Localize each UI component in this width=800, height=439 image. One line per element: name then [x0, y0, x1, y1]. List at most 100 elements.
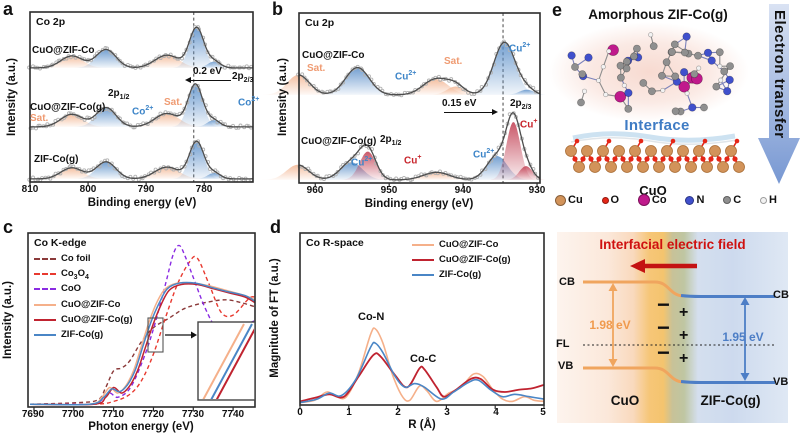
panel-letter-d: d — [270, 217, 281, 237]
atom-legend: Cu O Co N C H — [555, 194, 777, 206]
y-axis-label: Intensity (a.u.) — [2, 281, 14, 359]
panel-a-plot-svg — [27, 11, 254, 186]
n-atom-icon — [685, 195, 695, 205]
minus-charge: − — [657, 340, 670, 365]
vb-right-label: VB — [773, 376, 789, 388]
bandgap-cuo-label: 1.98 eV — [589, 318, 631, 332]
legend-swatch — [412, 244, 434, 246]
peak-2p23-label: 2p2/3 — [510, 98, 532, 111]
minus-charge: − — [657, 315, 670, 340]
cb-right-label: CB — [773, 289, 789, 301]
panel-b-plot-svg — [262, 12, 545, 187]
peak-2p23-label: 2p2/3 — [232, 71, 254, 84]
material-zif-label: ZIF-Co(g) — [700, 393, 761, 408]
x-tick: 7740 — [221, 409, 245, 420]
atom-legend-item: Cu — [555, 194, 583, 206]
cu2-label: Cu2+ — [473, 148, 495, 161]
panel-e: e Amorphous ZIF-Co(g) Interface CuO Cu O… — [545, 0, 800, 439]
shift-label: 0.2 eV — [193, 66, 222, 77]
x-tick: 2 — [395, 407, 401, 418]
shift-arrow-head-right — [492, 109, 498, 115]
y-axis-label: Intensity (a.u.) — [6, 58, 18, 136]
cb-left-label: CB — [559, 276, 575, 288]
atom-legend-item: O — [601, 194, 619, 206]
peak-con-label: Co-N — [358, 311, 385, 323]
atom-symbol: C — [733, 194, 742, 206]
shift-arrow-line — [191, 80, 231, 81]
cu-atom-icon — [555, 194, 566, 206]
legend-swatch — [34, 334, 56, 336]
panel-letter-b: b — [272, 0, 283, 19]
sat-label: Sat. — [444, 56, 463, 67]
peak-2p12-label: 2p1/2 — [380, 134, 402, 147]
panel-b-title: Cu 2p — [305, 17, 335, 29]
x-tick: 7720 — [141, 409, 165, 420]
legend-swatch — [34, 258, 56, 260]
cu2-label: Cu2+ — [395, 70, 417, 83]
schematic-title: Amorphous ZIF-Co(g) — [588, 7, 728, 22]
panel-c-title: Co K-edge — [34, 237, 87, 249]
c-atom-icon — [723, 196, 732, 204]
x-tick: 1 — [346, 407, 352, 418]
panel-c-plot-svg — [27, 232, 256, 411]
x-tick: 800 — [79, 184, 97, 195]
sat-label: Sat. — [30, 113, 49, 124]
cu2-label: Cu2+ — [509, 42, 531, 55]
x-axis-label: R (Å) — [408, 419, 436, 431]
bandgap-zif-label: 1.95 eV — [722, 330, 764, 344]
panel-letter-a: a — [3, 0, 14, 19]
panel-d-plot-svg — [299, 232, 545, 409]
x-tick: 7730 — [181, 409, 205, 420]
x-tick: 790 — [137, 184, 155, 195]
shift-arrow-line — [444, 112, 492, 113]
shift-label: 0.15 eV — [442, 98, 477, 109]
y-axis-label: Magnitude of FT (a.u.) — [269, 258, 281, 378]
atom-legend-item: Co — [637, 194, 667, 206]
trace-label: CuO@ZIF-Co — [32, 45, 95, 56]
legend-label: CoO — [61, 283, 82, 294]
sat-label: Sat. — [307, 63, 326, 74]
trace-label: CuO@ZIF-Co(g) — [301, 136, 377, 147]
band-diagram-svg — [583, 259, 775, 384]
panel-b: b Cu 2p CuO@ZIF-Co Sat. Cu2+ Sat. Cu2+ 0… — [258, 0, 545, 215]
x-axis-label: Binding energy (eV) — [87, 197, 197, 209]
trace-label: ZIF-Co(g) — [34, 154, 79, 165]
cu2-label: Cu2+ — [351, 156, 373, 169]
plus-charge: + — [679, 327, 689, 344]
plus-charge: + — [679, 304, 689, 321]
legend-label: Co foil — [61, 253, 91, 264]
legend-swatch — [34, 304, 56, 306]
electron-transfer-label: Electron transfer — [771, 10, 788, 139]
legend-swatch — [34, 319, 56, 321]
sat-label: Sat. — [164, 97, 183, 108]
atom-symbol: Cu — [568, 194, 583, 206]
h-atom-icon — [760, 196, 768, 204]
legend-label: CuO@ZIF-Co — [61, 299, 121, 310]
panel-d-title: Co R-space — [306, 237, 364, 249]
atom-legend-item: N — [685, 194, 704, 206]
vb-left-label: VB — [558, 360, 574, 372]
panel-d: d Co R-space CuO@ZIF-Co CuO@ZIF-Co(g) ZI… — [262, 217, 546, 439]
x-tick: 950 — [380, 185, 398, 196]
x-tick: 5 — [540, 407, 546, 418]
co2-label: Co2+ — [238, 96, 260, 109]
x-tick: 7690 — [21, 409, 45, 420]
x-tick: 0 — [297, 407, 303, 418]
atom-legend-item: C — [723, 194, 741, 206]
material-cuo-label: CuO — [610, 393, 640, 408]
x-axis-label: Binding energy (eV) — [364, 198, 474, 210]
minus-charge: − — [657, 292, 670, 317]
co-atom-icon — [637, 194, 650, 206]
o-atom-icon — [601, 196, 609, 204]
peak-2p12-label: 2p1/2 — [108, 88, 130, 101]
legend-label: CuO@ZIF-Co(g) — [61, 314, 133, 325]
x-tick: 940 — [454, 185, 472, 196]
legend-label: CuO@ZIF-Co — [439, 239, 499, 250]
x-tick: 7700 — [61, 409, 85, 420]
interfacial-field-title: Interfacial electric field — [599, 237, 746, 252]
trace-label: CuO@ZIF-Co — [302, 50, 365, 61]
panel-letter-c: c — [3, 217, 14, 237]
legend-swatch — [412, 274, 434, 276]
structure-schematic-svg — [549, 4, 800, 184]
x-tick: 3 — [444, 407, 450, 418]
